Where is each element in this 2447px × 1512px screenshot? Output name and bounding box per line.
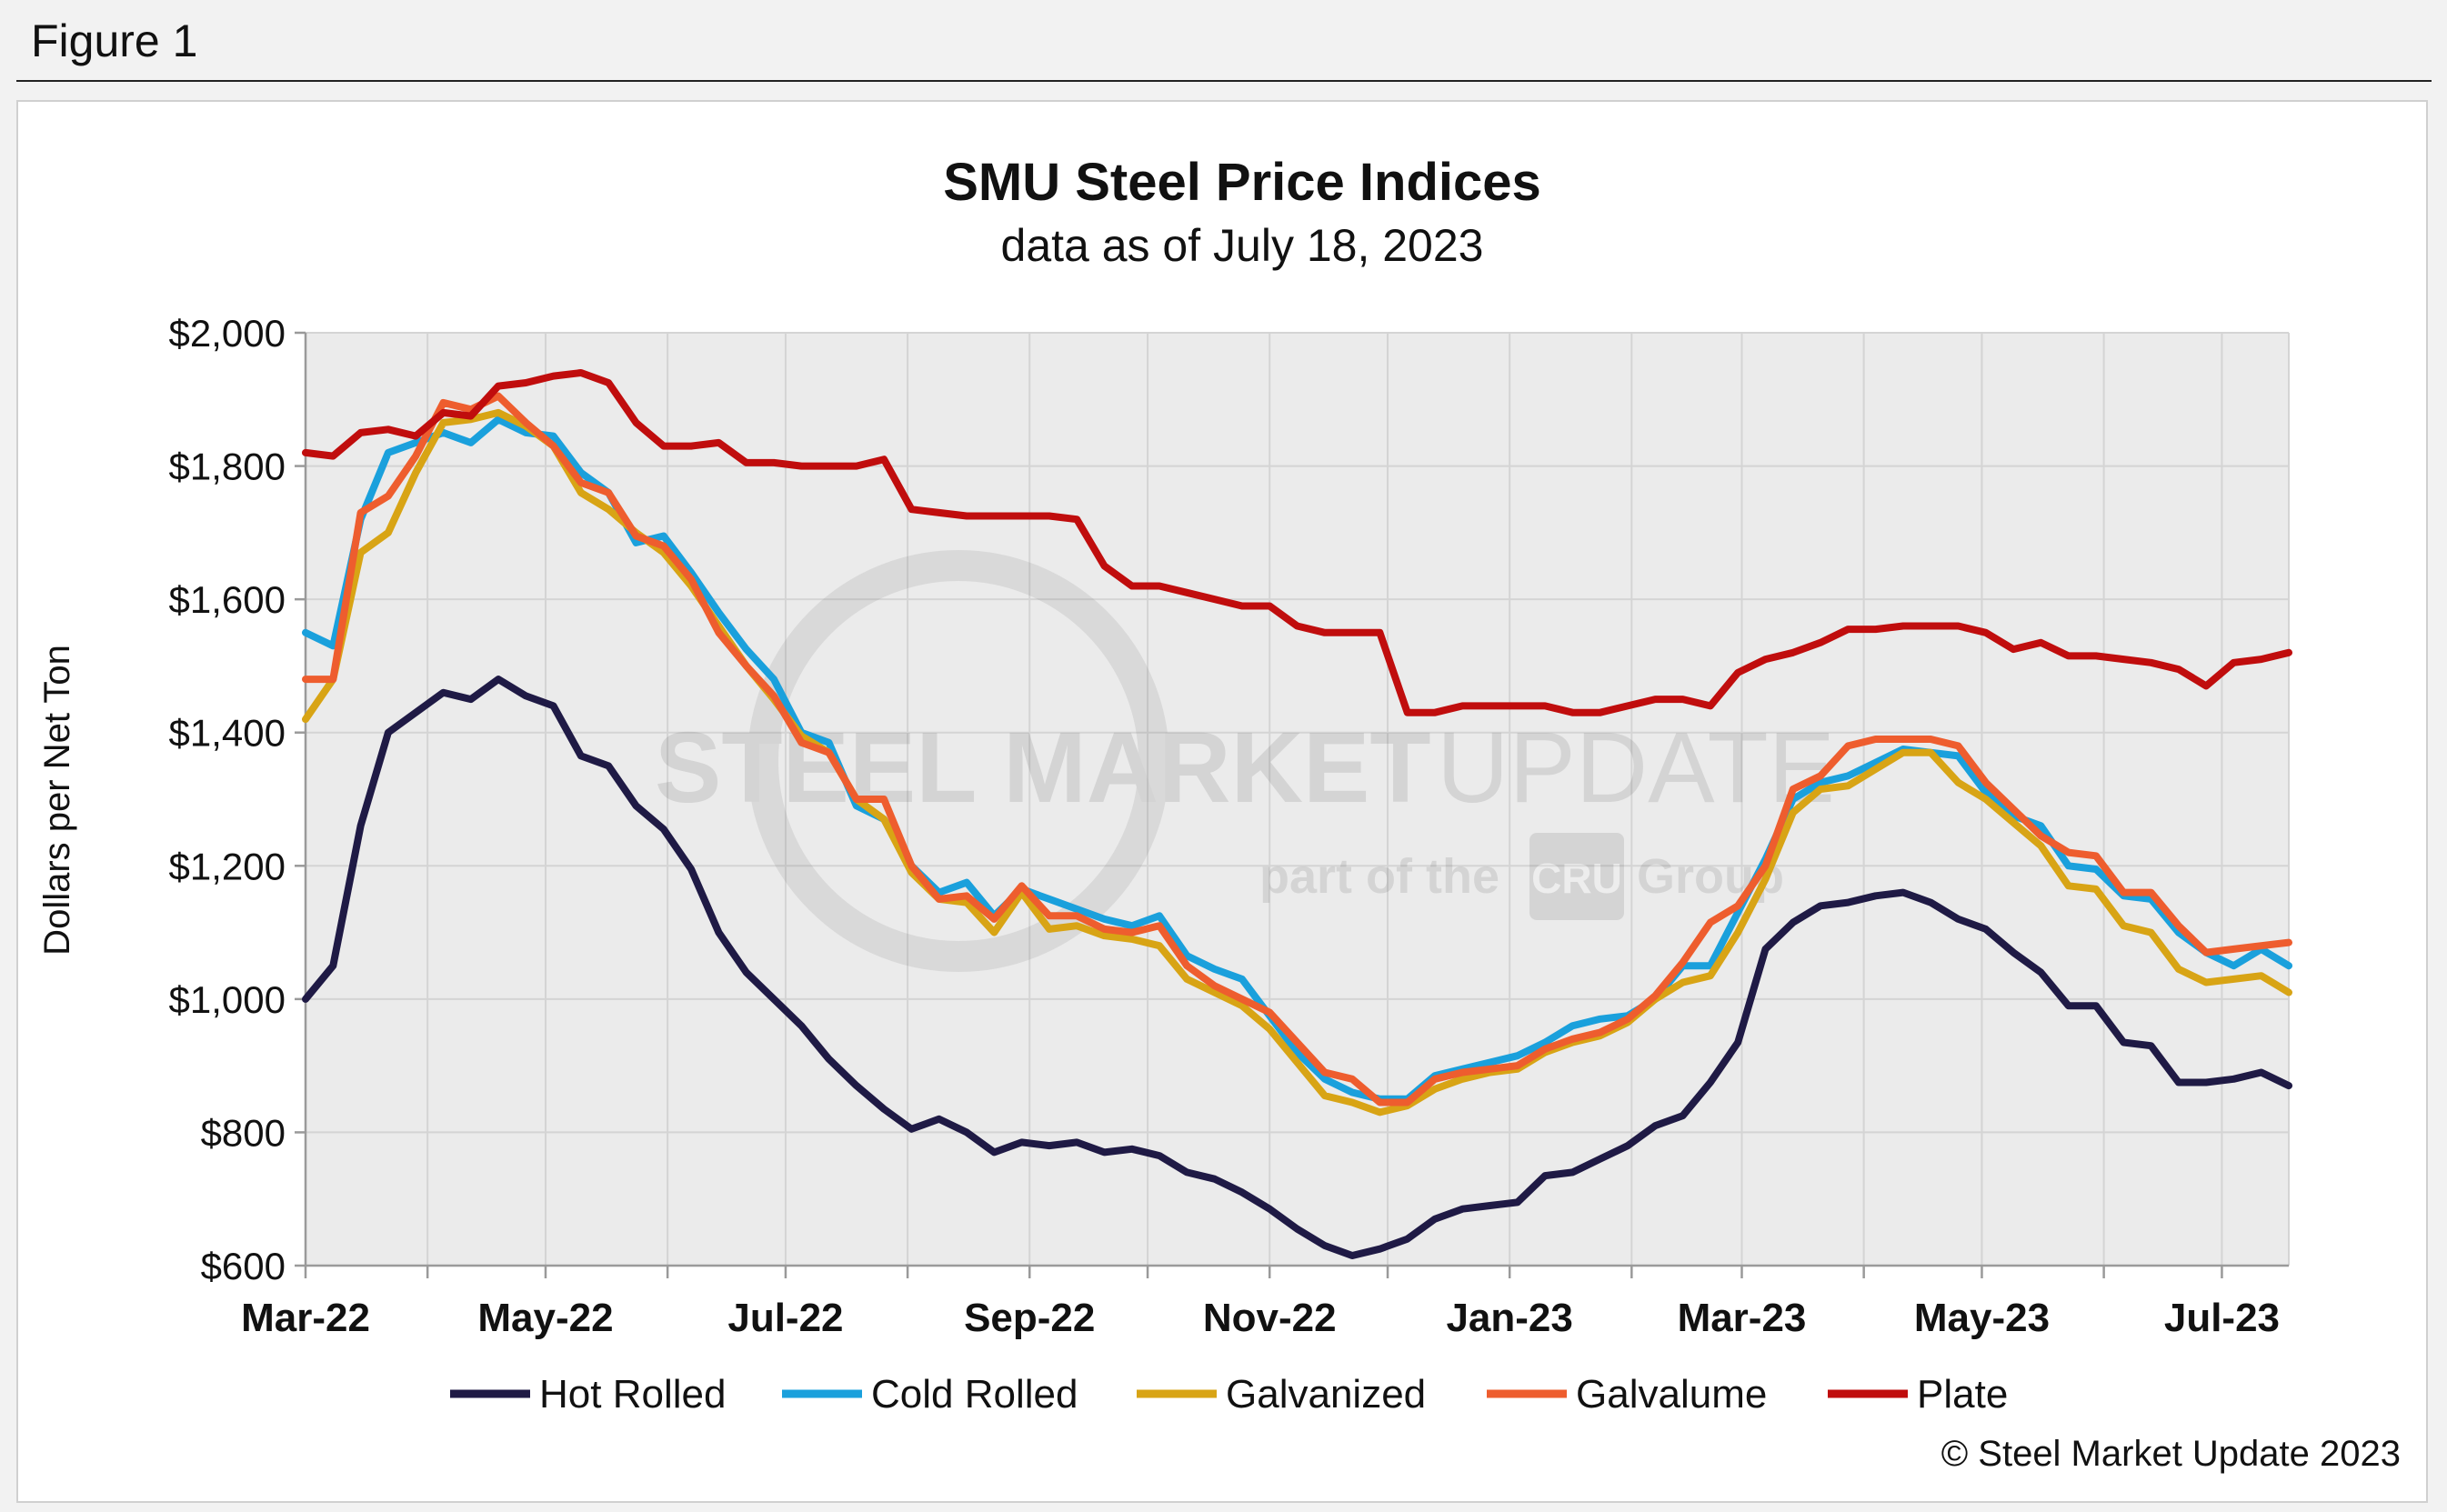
chart-frame: SMU Steel Price Indices data as of July … <box>16 100 2428 1503</box>
copyright-note: © Steel Market Update 2023 <box>1941 1434 2401 1474</box>
y-tick-label: $1,600 <box>169 578 286 621</box>
x-tick-label: Jul-22 <box>727 1296 843 1340</box>
y-tick-label: $1,000 <box>169 978 286 1021</box>
y-tick-label: $2,000 <box>169 312 286 355</box>
legend-label-galvalume: Galvalume <box>1576 1372 1767 1417</box>
axes: $600 $800 $1,000 $1,200 $1,400 $1,600 $1,800 $2… <box>169 312 2289 1340</box>
figure-header: Figure 1 <box>0 0 2447 87</box>
y-tick-label: $600 <box>201 1245 286 1287</box>
legend-label-plate: Plate <box>1917 1372 2008 1417</box>
series-lines <box>302 369 2292 1259</box>
cru-badge <box>1529 833 1624 920</box>
cru-badge-text: CRU <box>1531 855 1622 902</box>
series-line-hot-rolled <box>302 676 2292 1259</box>
watermark-secondary: UPDATE <box>1437 712 1835 824</box>
series-line-cold-rolled <box>302 416 2292 1103</box>
watermark-tagline: part of the <box>1259 849 1499 904</box>
x-tick-label: Mar-22 <box>241 1296 370 1340</box>
x-tick-label: Jul-23 <box>2164 1296 2280 1340</box>
x-tick-label: Nov-22 <box>1203 1296 1337 1340</box>
figure-label: Figure 1 <box>31 15 198 66</box>
watermark-ring <box>747 550 1169 972</box>
series-line-galvalume <box>302 392 2292 1106</box>
y-axis-title: Dollars per Net Ton <box>37 645 77 956</box>
x-tick-label: Sep-22 <box>964 1296 1095 1340</box>
y-tick-label: $1,200 <box>169 845 286 887</box>
y-tick-label: $800 <box>201 1111 286 1154</box>
legend-label-cold-rolled: Cold Rolled <box>871 1372 1078 1417</box>
legend: Hot Rolled Cold Rolled Galvanized Galvalume… <box>450 1372 2008 1417</box>
y-tick-label: $1,400 <box>169 712 286 755</box>
x-tick-label: Jan-23 <box>1446 1296 1572 1340</box>
legend-label-hot-rolled: Hot Rolled <box>539 1372 726 1417</box>
series-line-plate <box>302 369 2292 716</box>
legend-label-galvanized: Galvanized <box>1226 1372 1426 1417</box>
x-tick-label: May-23 <box>1914 1296 2050 1340</box>
line-chart: SMU Steel Price Indices data as of July … <box>37 153 2401 1474</box>
x-tick-label: May-22 <box>477 1296 613 1340</box>
watermark-primary: STEEL MARKET <box>655 712 1431 824</box>
chart-subtitle: data as of July 18, 2023 <box>1001 220 1484 271</box>
chart-title: SMU Steel Price Indices <box>943 153 1541 212</box>
y-tick-label: $1,800 <box>169 446 286 488</box>
plot-background <box>306 333 2289 1266</box>
x-tick-label: Mar-23 <box>1678 1296 1807 1340</box>
header-rule <box>16 80 2432 82</box>
